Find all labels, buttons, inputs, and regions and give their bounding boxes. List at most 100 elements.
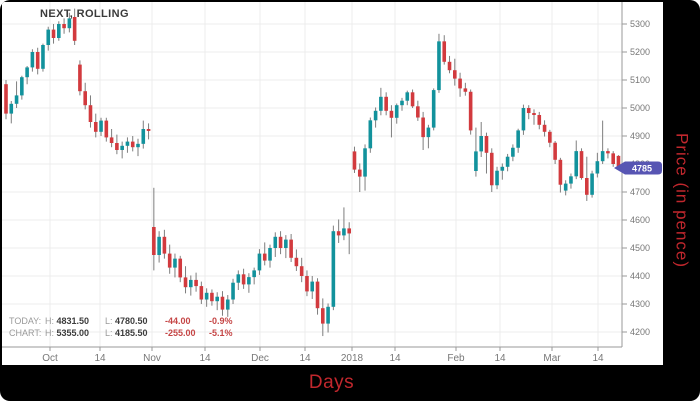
candle-down: [579, 151, 584, 178]
stats-change-pct: -0.9%: [209, 316, 233, 326]
x-tick-label: 14: [94, 353, 106, 364]
candle-down: [389, 110, 394, 118]
candle-down: [537, 115, 542, 125]
candle-up: [284, 239, 288, 248]
candle-down: [526, 108, 531, 114]
candle-up: [157, 236, 161, 255]
candle-up: [30, 52, 35, 68]
candle-down: [241, 274, 246, 285]
y-tick-label: 5000: [630, 103, 650, 113]
stats-row-today: TODAY: H: 4831.50 L: 4780.50 -44.00 -0.9…: [9, 315, 249, 327]
candle-up: [437, 41, 441, 91]
candle-up: [574, 151, 579, 177]
candle-down: [489, 152, 494, 186]
candle-up: [363, 148, 367, 177]
stats-row-chart: CHART: H: 5355.00 L: 4185.50 -255.00 -5.…: [9, 327, 249, 339]
candle-down: [146, 129, 151, 131]
candle-up: [479, 136, 483, 152]
stats-high: H: 5355.00: [45, 328, 90, 338]
candle-up: [569, 176, 573, 184]
gridlines-layer: [2, 2, 622, 347]
candle-down: [321, 308, 325, 324]
candle-down: [315, 281, 320, 309]
candle-up: [9, 103, 14, 114]
candle-down: [542, 124, 547, 132]
candle-up: [331, 231, 336, 307]
candle-up: [310, 281, 315, 292]
price-tag-value: 4785: [632, 163, 652, 173]
x-tick-label: 2018: [341, 353, 364, 364]
axes-layer: Oct 14 Nov 14 Dec 14 2018 14 Feb 14 Mar 14 4200 4300 4…: [2, 2, 650, 364]
candle-up: [505, 156, 510, 167]
candle-up: [141, 129, 146, 144]
candle-down: [183, 277, 188, 288]
last-price-tag: 4785: [614, 161, 662, 175]
candle-up: [595, 161, 600, 174]
x-tick-label: 14: [592, 353, 604, 364]
candle-up: [99, 120, 103, 132]
candle-down: [109, 137, 114, 143]
candle-down: [532, 113, 536, 115]
stats-high: H: 4831.50: [45, 316, 90, 326]
candle-down: [194, 279, 198, 287]
candle-down: [83, 91, 87, 106]
candle-up: [326, 306, 330, 324]
candle-up: [252, 270, 256, 278]
candle-up: [46, 29, 51, 45]
candle-up: [400, 100, 404, 106]
candle-down: [167, 253, 172, 268]
candle-up: [600, 151, 605, 162]
candle-up: [368, 120, 373, 149]
y-tick-label: 4500: [630, 243, 650, 253]
y-tick-label: 4600: [630, 215, 650, 225]
candle-down: [558, 159, 563, 185]
y-tick-label: 4700: [630, 187, 650, 197]
candle-down: [262, 253, 267, 261]
stats-low: L: 4185.50: [105, 328, 148, 338]
candle-up: [41, 45, 45, 69]
candle-up: [120, 145, 124, 150]
candle-up: [273, 236, 278, 248]
candle-down: [463, 88, 468, 92]
candle-up: [431, 90, 436, 128]
candle-down: [553, 142, 557, 160]
candle-down: [616, 155, 621, 169]
x-tick-label: Dec: [251, 353, 269, 364]
candle-up: [426, 127, 431, 138]
candle-up: [57, 24, 61, 38]
candle-down: [410, 92, 415, 107]
candle-down: [548, 131, 552, 143]
candle-down: [453, 70, 457, 79]
candle-down: [357, 169, 362, 177]
y-tick-label: 5200: [630, 47, 650, 57]
candle-up: [516, 130, 520, 148]
candle-down: [347, 228, 351, 234]
candle-down: [88, 105, 93, 122]
candle-down: [384, 96, 388, 111]
candle-down: [416, 106, 420, 118]
candle-down: [305, 276, 309, 292]
candle-down: [458, 78, 462, 89]
x-tick-label: 14: [299, 353, 311, 364]
candle-down: [220, 296, 225, 310]
candle-down: [199, 286, 204, 300]
candle-down: [78, 64, 82, 92]
y-tick-label: 4200: [630, 327, 650, 337]
candle-up: [405, 92, 410, 101]
y-tick-label: 4300: [630, 299, 650, 309]
candlestick-plot[interactable]: Oct 14 Nov 14 Dec 14 2018 14 Feb 14 Mar 14 4200 4300 4…: [2, 2, 663, 365]
candle-down: [447, 61, 452, 71]
candle-down: [606, 151, 610, 154]
candle-up: [225, 299, 230, 310]
candle-down: [4, 84, 8, 114]
candle-up: [20, 77, 24, 96]
candle-down: [468, 91, 473, 131]
candle-up: [236, 274, 241, 283]
candle-down: [611, 153, 615, 164]
candle-down: [336, 231, 341, 236]
candle-down: [352, 151, 357, 170]
stats-period-label: TODAY:: [9, 316, 42, 326]
candle-up: [215, 296, 219, 302]
candle-up: [14, 95, 19, 104]
stats-change: -255.00: [165, 328, 196, 338]
